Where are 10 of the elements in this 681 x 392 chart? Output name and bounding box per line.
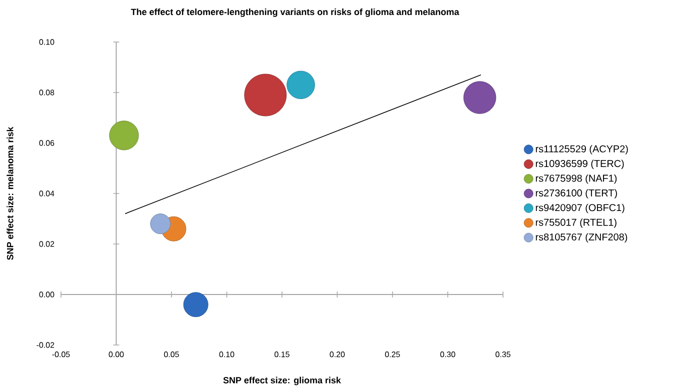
legend-label: rs7675998 (NAF1) — [536, 174, 617, 184]
legend-label: rs755017 (RTEL1) — [536, 218, 616, 228]
legend-label: rs10936599 (TERC) — [536, 160, 624, 170]
y-axis-title: SNP effect size: melanoma risk — [6, 126, 14, 260]
legend-label: rs11125529 (ACYP2) — [536, 145, 628, 154]
legend-label: rs8105767 (ZNF208) — [536, 233, 628, 242]
x-axis-title: SNP effect size: glioma risk — [223, 376, 341, 386]
legend-label: rs2736100 (TERT) — [536, 189, 617, 198]
legend-label: rs9420907 (OBFC1) — [536, 204, 624, 214]
chart-title: The effect of telomere-lengthening variants on risks of glioma and melanoma — [130, 8, 460, 17]
